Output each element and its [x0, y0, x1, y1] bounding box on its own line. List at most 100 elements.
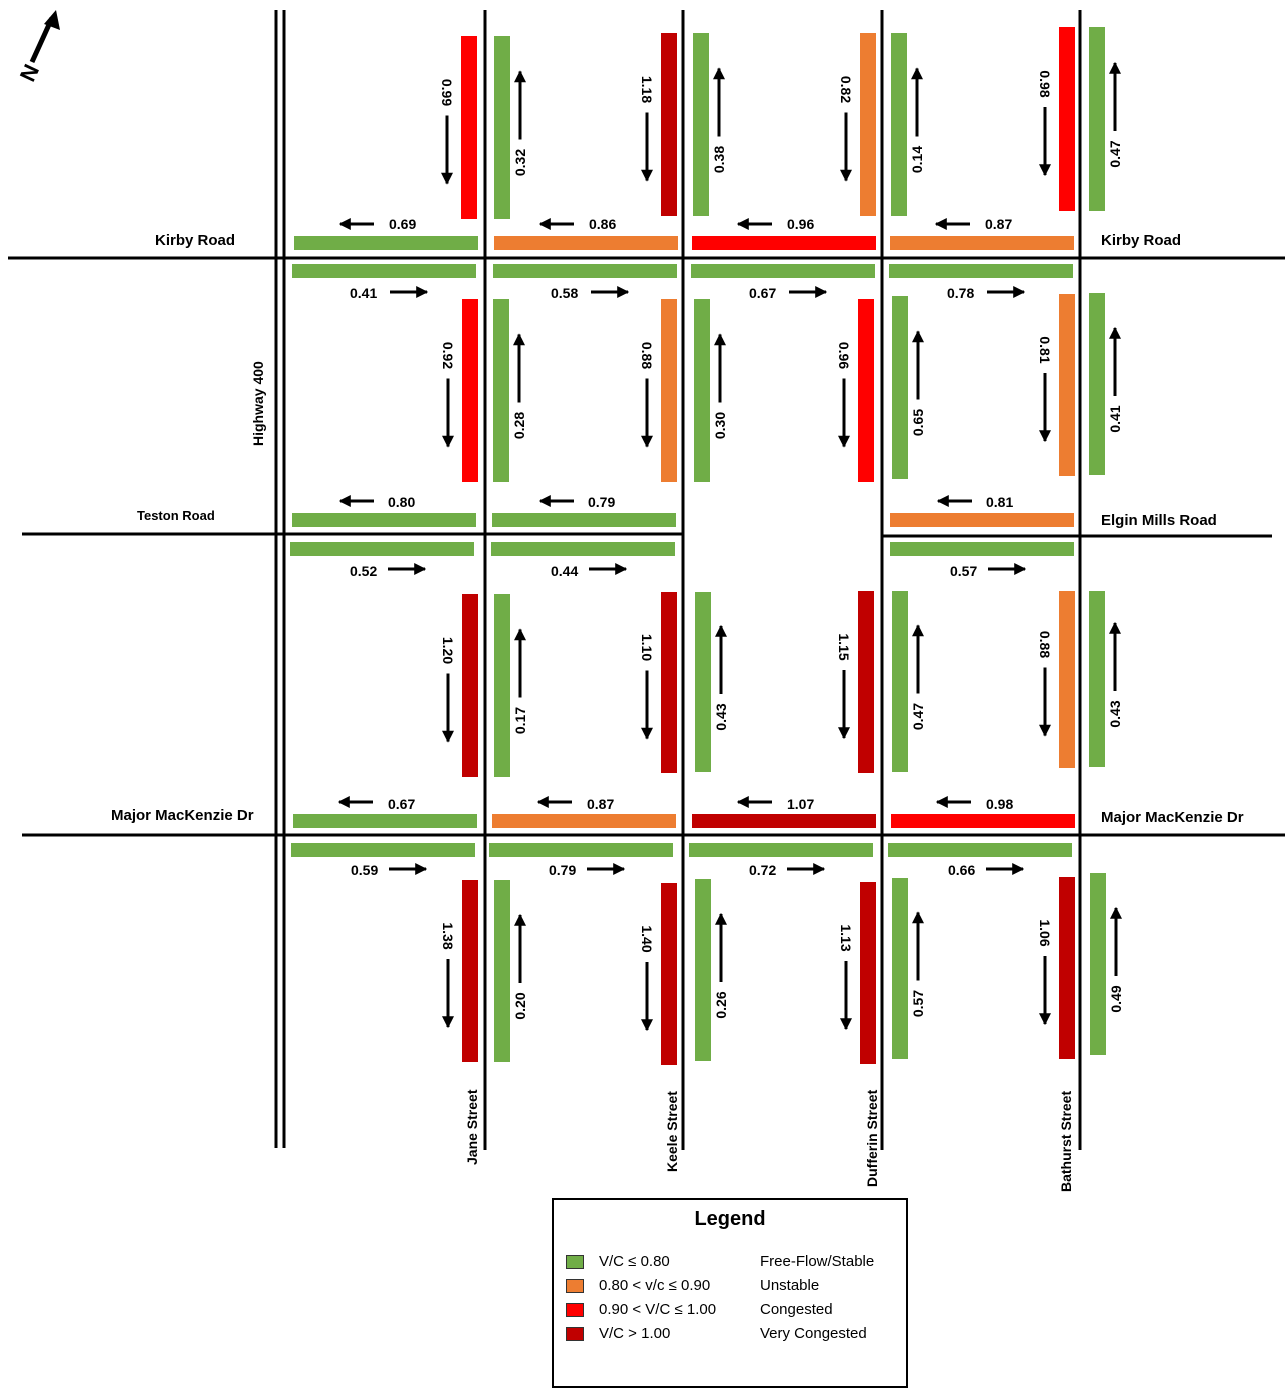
vc-label: 0.57 [950, 563, 977, 579]
vc-label: 0.78 [947, 285, 974, 301]
segment-bar-nb [695, 879, 711, 1061]
vc-label: 0.80 [388, 494, 415, 510]
road-labels: Kirby Road Kirby Road Teston Road Elgin … [111, 232, 1244, 1192]
north-arrow-icon: N [15, 10, 60, 85]
north-south-roads [274, 10, 1082, 1150]
vc-label: 0.58 [551, 285, 578, 301]
traffic-map: N Kirby Road Kirby Road Teston Road Elgi… [8, 10, 1285, 1192]
vc-label: 0.43 [713, 703, 729, 730]
vc-label: 1.10 [639, 634, 655, 661]
vc-label: 0.57 [910, 990, 926, 1017]
teston-road-label: Teston Road [137, 508, 215, 523]
legend-title: Legend [694, 1208, 766, 1230]
legend-swatch-congested [566, 1303, 584, 1317]
segment-bar-wb [692, 236, 876, 250]
vc-label: 0.87 [587, 796, 614, 812]
vc-label: 0.96 [787, 216, 814, 232]
segment-bar-sb [661, 33, 677, 216]
vc-label: 0.79 [549, 862, 576, 878]
vc-label: 1.20 [440, 637, 456, 664]
vc-label: 0.41 [1107, 405, 1123, 432]
legend-description: Very Congested [760, 1325, 867, 1342]
legend-description: Free-Flow/Stable [760, 1253, 875, 1270]
vc-segments: 0.69 0.86 0.96 0.87 0.99 1.18 0.82 0.98 0.32 0.38… [290, 27, 1124, 1065]
legend-condition: 0.80 < v/c ≤ 0.90 [599, 1277, 711, 1294]
keele-street-label: Keele Street [664, 1091, 680, 1172]
vc-label: 0.41 [350, 285, 377, 301]
segment-bar-sb [462, 880, 478, 1062]
vc-label: 0.28 [511, 412, 527, 439]
vc-label: 0.14 [909, 146, 925, 173]
highway-400-label: Highway 400 [250, 361, 266, 446]
segment-bar-eb [889, 264, 1073, 278]
segment-bar-sb [661, 299, 677, 482]
vc-label: 0.72 [749, 862, 776, 878]
segment-bar-nb [1089, 591, 1105, 767]
major-mackenzie-label-east: Major MacKenzie Dr [1101, 809, 1244, 826]
major-mackenzie-label-west: Major MacKenzie Dr [111, 807, 254, 824]
segment-bar-eb [292, 264, 476, 278]
segment-bar-sb [860, 33, 876, 216]
segment-bar-sb [462, 299, 478, 482]
legend-condition: V/C > 1.00 [599, 1325, 671, 1342]
segment-bar-sb [858, 299, 874, 482]
segment-bar-nb [695, 592, 711, 772]
vc-label: 0.43 [1107, 700, 1123, 727]
segment-bar-wb [293, 814, 477, 828]
legend-description: Unstable [760, 1277, 820, 1294]
vc-label: 0.20 [512, 992, 528, 1019]
vc-label: 0.79 [588, 494, 615, 510]
segment-bar-wb [492, 814, 676, 828]
segment-bar-eb [489, 843, 673, 857]
segment-bar-nb [1089, 27, 1105, 211]
vc-label: 0.96 [836, 342, 852, 369]
bathurst-street-label: Bathurst Street [1058, 1091, 1074, 1192]
vc-label: 0.81 [1037, 336, 1053, 363]
segment-bar-nb [1089, 293, 1105, 475]
vc-label: 1.40 [639, 925, 655, 952]
segment-bar-sb [461, 36, 477, 219]
segment-bar-sb [1059, 877, 1075, 1059]
east-west-roads [8, 256, 1285, 837]
vc-label: 0.69 [389, 216, 416, 232]
vc-label: 0.88 [639, 342, 655, 369]
segment-bar-wb [692, 814, 876, 828]
vc-label: 0.52 [350, 563, 377, 579]
segment-bar-nb [891, 33, 907, 216]
segment-bar-eb [888, 843, 1072, 857]
segment-bar-eb [290, 542, 474, 556]
segment-bar-wb [292, 513, 476, 527]
vc-label: 0.17 [512, 707, 528, 734]
segment-bar-nb [892, 296, 908, 479]
segment-bar-nb [1090, 873, 1106, 1055]
vc-label: 0.32 [512, 149, 528, 176]
vc-label: 1.06 [1037, 919, 1053, 946]
vc-label: 0.87 [985, 216, 1012, 232]
segment-bar-nb [694, 299, 710, 482]
segment-bar-sb [860, 882, 876, 1064]
segment-bar-eb [493, 264, 677, 278]
legend-condition: 0.90 < V/C ≤ 1.00 [599, 1301, 717, 1318]
segment-bar-sb [1059, 294, 1075, 476]
segment-bar-sb [1059, 27, 1075, 211]
vc-label: 1.15 [836, 633, 852, 660]
vc-label: 0.26 [713, 991, 729, 1018]
vc-label: 0.88 [1037, 631, 1053, 658]
segment-bar-wb [492, 513, 676, 527]
segment-bar-nb [494, 36, 510, 219]
segment-bar-eb [291, 843, 475, 857]
vc-label: 0.49 [1108, 985, 1124, 1012]
segment-bar-nb [494, 880, 510, 1062]
segment-bar-eb [689, 843, 873, 857]
segment-bar-nb [892, 878, 908, 1059]
legend-description: Congested [760, 1301, 833, 1318]
segment-bar-wb [890, 513, 1074, 527]
vc-label: 0.59 [351, 862, 378, 878]
segment-bar-wb [294, 236, 478, 250]
vc-label: 0.82 [838, 76, 854, 103]
segment-bar-wb [890, 236, 1074, 250]
kirby-road-label-east: Kirby Road [1101, 232, 1181, 249]
vc-label: 0.47 [910, 703, 926, 730]
segment-bar-wb [891, 814, 1075, 828]
segment-bar-eb [691, 264, 875, 278]
